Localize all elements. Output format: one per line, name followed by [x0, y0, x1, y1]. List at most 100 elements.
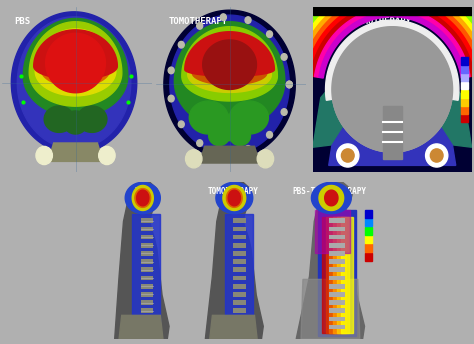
Circle shape: [245, 17, 251, 23]
Polygon shape: [326, 20, 459, 100]
Bar: [233, 259, 246, 264]
Polygon shape: [46, 33, 105, 93]
Bar: [365, 218, 372, 226]
Polygon shape: [132, 185, 153, 211]
Circle shape: [430, 149, 443, 162]
Bar: [141, 276, 153, 280]
Circle shape: [286, 81, 292, 88]
Bar: [233, 218, 246, 223]
Bar: [365, 244, 372, 252]
Circle shape: [168, 95, 174, 102]
Bar: [141, 284, 153, 289]
Circle shape: [36, 147, 53, 164]
Polygon shape: [23, 19, 128, 117]
Polygon shape: [210, 315, 257, 339]
Circle shape: [266, 31, 273, 37]
Bar: [461, 82, 468, 89]
Circle shape: [426, 144, 448, 167]
Bar: [233, 276, 246, 280]
Bar: [461, 90, 468, 98]
Polygon shape: [209, 126, 229, 146]
Circle shape: [257, 150, 273, 168]
Circle shape: [178, 41, 184, 48]
Bar: [233, 292, 246, 297]
Bar: [233, 325, 246, 330]
Polygon shape: [310, 3, 474, 77]
Polygon shape: [41, 35, 110, 87]
Polygon shape: [64, 111, 88, 134]
Circle shape: [220, 149, 226, 155]
Bar: [141, 235, 153, 239]
Text: TOMOTHERAPY: TOMOTHERAPY: [208, 187, 259, 196]
Bar: [233, 235, 246, 239]
Text: PBS: PBS: [134, 187, 148, 196]
Bar: [329, 284, 345, 289]
Bar: [329, 243, 345, 248]
Bar: [141, 316, 153, 321]
Polygon shape: [325, 190, 338, 206]
Bar: [329, 218, 345, 223]
Polygon shape: [313, 53, 380, 147]
Circle shape: [337, 144, 359, 167]
Circle shape: [286, 81, 292, 88]
Polygon shape: [337, 217, 349, 333]
Polygon shape: [188, 32, 272, 93]
Polygon shape: [326, 217, 338, 333]
Bar: [383, 106, 402, 159]
Circle shape: [197, 140, 203, 147]
Circle shape: [266, 131, 273, 138]
Polygon shape: [313, 7, 472, 172]
Bar: [233, 316, 246, 321]
Bar: [141, 251, 153, 256]
Polygon shape: [306, 0, 474, 76]
Polygon shape: [313, 7, 472, 15]
Bar: [233, 243, 246, 248]
Bar: [329, 235, 345, 239]
Polygon shape: [125, 182, 160, 214]
Polygon shape: [228, 190, 240, 206]
Polygon shape: [44, 106, 74, 132]
Polygon shape: [198, 146, 261, 164]
Polygon shape: [332, 27, 453, 152]
Bar: [461, 73, 468, 81]
Polygon shape: [319, 12, 465, 78]
Polygon shape: [257, 0, 474, 68]
Circle shape: [245, 146, 251, 152]
Bar: [141, 325, 153, 330]
Bar: [329, 251, 345, 256]
Polygon shape: [205, 182, 263, 339]
Circle shape: [168, 67, 174, 74]
Polygon shape: [227, 189, 242, 207]
Bar: [233, 226, 246, 231]
Bar: [365, 253, 372, 261]
Polygon shape: [341, 217, 353, 333]
Polygon shape: [18, 17, 131, 149]
Circle shape: [281, 54, 287, 60]
Circle shape: [341, 149, 354, 162]
Polygon shape: [229, 126, 250, 146]
Polygon shape: [34, 30, 118, 79]
Polygon shape: [135, 189, 151, 207]
Text: PBS-THOMOTHERAPY: PBS-THOMOTHERAPY: [292, 187, 366, 196]
Circle shape: [281, 109, 287, 115]
Polygon shape: [77, 106, 107, 132]
Bar: [233, 300, 246, 305]
Polygon shape: [170, 15, 289, 154]
Polygon shape: [225, 214, 253, 336]
Polygon shape: [216, 182, 253, 214]
Circle shape: [99, 147, 115, 164]
Polygon shape: [333, 217, 346, 333]
Bar: [233, 284, 246, 289]
Circle shape: [220, 14, 226, 20]
Circle shape: [178, 121, 184, 128]
Bar: [141, 243, 153, 248]
Polygon shape: [229, 101, 268, 134]
Bar: [461, 115, 468, 122]
Polygon shape: [119, 315, 163, 339]
Bar: [461, 98, 468, 106]
Polygon shape: [296, 182, 365, 339]
Bar: [329, 267, 345, 272]
Bar: [141, 292, 153, 297]
Polygon shape: [279, 0, 474, 72]
Polygon shape: [266, 0, 474, 69]
